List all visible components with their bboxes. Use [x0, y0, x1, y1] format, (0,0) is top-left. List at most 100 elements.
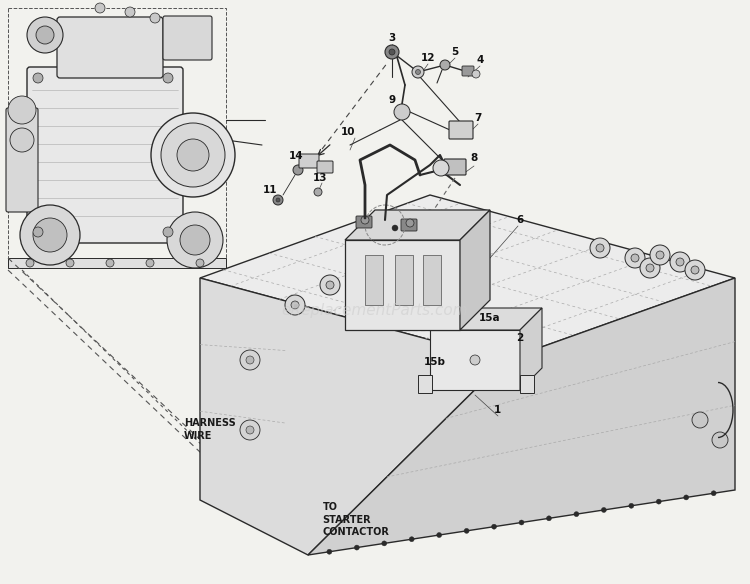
- Circle shape: [246, 356, 254, 364]
- FancyBboxPatch shape: [299, 154, 319, 168]
- Polygon shape: [345, 210, 490, 240]
- Bar: [423, 255, 441, 305]
- Circle shape: [20, 205, 80, 265]
- Circle shape: [33, 73, 43, 83]
- Text: 3: 3: [388, 33, 396, 43]
- Circle shape: [640, 258, 660, 278]
- Circle shape: [27, 17, 63, 53]
- FancyBboxPatch shape: [27, 67, 183, 243]
- Circle shape: [291, 301, 299, 309]
- Circle shape: [650, 245, 670, 265]
- Circle shape: [382, 541, 387, 546]
- Polygon shape: [430, 308, 542, 330]
- Circle shape: [246, 426, 254, 434]
- FancyBboxPatch shape: [57, 17, 163, 78]
- Circle shape: [8, 96, 36, 124]
- Bar: [395, 255, 413, 305]
- Circle shape: [684, 495, 688, 500]
- Circle shape: [240, 420, 260, 440]
- FancyBboxPatch shape: [317, 161, 333, 173]
- Circle shape: [26, 259, 34, 267]
- Text: 6: 6: [516, 215, 524, 225]
- Circle shape: [472, 70, 480, 78]
- Circle shape: [361, 216, 369, 224]
- Circle shape: [161, 123, 225, 187]
- Text: 14: 14: [289, 151, 303, 161]
- Circle shape: [320, 275, 340, 295]
- Circle shape: [392, 225, 398, 231]
- Text: 4: 4: [476, 55, 484, 65]
- Text: 7: 7: [474, 113, 482, 123]
- Circle shape: [406, 219, 414, 227]
- Circle shape: [656, 499, 662, 504]
- Circle shape: [692, 412, 708, 428]
- Circle shape: [10, 128, 34, 152]
- FancyBboxPatch shape: [449, 121, 473, 139]
- Bar: [520, 375, 534, 393]
- Bar: [418, 375, 432, 393]
- Circle shape: [106, 259, 114, 267]
- Circle shape: [36, 26, 54, 44]
- Circle shape: [196, 259, 204, 267]
- Circle shape: [293, 165, 303, 175]
- Bar: [8, 8, 226, 266]
- Text: TO
STARTER
CONTACTOR: TO STARTER CONTACTOR: [322, 502, 389, 537]
- Circle shape: [547, 516, 551, 521]
- Circle shape: [602, 507, 606, 513]
- Circle shape: [240, 350, 260, 370]
- Circle shape: [285, 295, 305, 315]
- Circle shape: [150, 13, 160, 23]
- Circle shape: [491, 524, 496, 529]
- Circle shape: [519, 520, 524, 525]
- Text: HARNESS
WIRE: HARNESS WIRE: [184, 418, 236, 440]
- Circle shape: [389, 49, 395, 55]
- FancyBboxPatch shape: [401, 219, 417, 231]
- Circle shape: [273, 195, 283, 205]
- Circle shape: [670, 252, 690, 272]
- Circle shape: [574, 512, 579, 517]
- Polygon shape: [200, 195, 735, 360]
- Circle shape: [326, 281, 334, 289]
- FancyBboxPatch shape: [356, 216, 372, 228]
- Circle shape: [625, 248, 645, 268]
- Circle shape: [125, 7, 135, 17]
- Circle shape: [711, 491, 716, 496]
- Circle shape: [470, 355, 480, 365]
- Circle shape: [314, 188, 322, 196]
- Text: 2: 2: [516, 333, 524, 343]
- Circle shape: [416, 69, 421, 75]
- Circle shape: [327, 549, 332, 554]
- Circle shape: [177, 139, 209, 171]
- Circle shape: [385, 45, 399, 59]
- Circle shape: [676, 258, 684, 266]
- Bar: [365, 255, 383, 305]
- Text: 15b: 15b: [424, 357, 446, 367]
- Circle shape: [440, 60, 450, 70]
- Circle shape: [628, 503, 634, 508]
- Polygon shape: [520, 308, 542, 390]
- Polygon shape: [8, 258, 226, 268]
- Circle shape: [33, 218, 67, 252]
- Text: 1: 1: [494, 405, 501, 415]
- Circle shape: [146, 259, 154, 267]
- Text: 5: 5: [452, 47, 458, 57]
- FancyBboxPatch shape: [462, 66, 474, 76]
- Text: 12: 12: [421, 53, 435, 63]
- Circle shape: [33, 227, 43, 237]
- Text: 15a: 15a: [479, 313, 501, 323]
- Circle shape: [276, 198, 280, 202]
- Circle shape: [163, 227, 173, 237]
- Polygon shape: [460, 210, 490, 330]
- Circle shape: [685, 260, 705, 280]
- Circle shape: [631, 254, 639, 262]
- Circle shape: [646, 264, 654, 272]
- Circle shape: [95, 3, 105, 13]
- Polygon shape: [200, 278, 505, 555]
- Circle shape: [354, 545, 359, 550]
- Circle shape: [163, 73, 173, 83]
- FancyBboxPatch shape: [163, 16, 212, 60]
- Circle shape: [590, 238, 610, 258]
- Text: eReplacementParts.com: eReplacementParts.com: [282, 303, 468, 318]
- Circle shape: [167, 212, 223, 268]
- Text: 13: 13: [313, 173, 327, 183]
